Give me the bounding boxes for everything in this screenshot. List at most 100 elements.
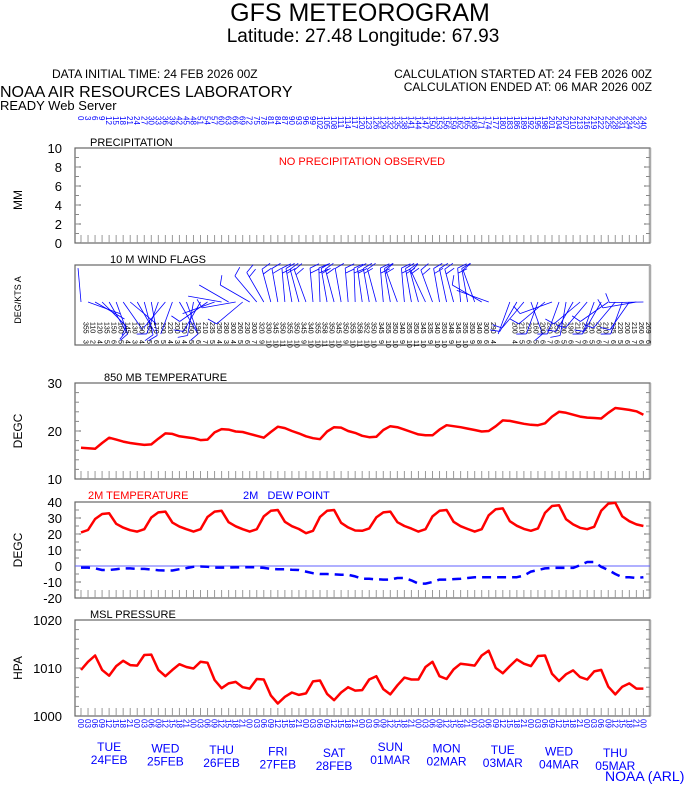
wind-speed-label: 9 (377, 340, 384, 344)
forecast-hour-label: 90 (287, 116, 296, 125)
utc-hour-label: 03 (83, 719, 92, 728)
utc-hour-label: 18 (118, 719, 127, 728)
wind-barb-feather (271, 263, 281, 269)
wind-direction-label: 235 (609, 322, 616, 334)
forecast-hour-label: 114 (343, 116, 352, 129)
utc-hour-label: 18 (568, 719, 577, 728)
day-name-label: MON (433, 742, 461, 756)
forecast-hour-label: 78 (259, 116, 268, 125)
wind-speed-label: 10 (454, 340, 461, 348)
utc-hour-label: 12 (273, 719, 282, 728)
t2m-legend: 2M TEMPERATURE (88, 490, 188, 502)
wind-speed-label: 10 (292, 340, 299, 348)
wind-direction-label: 340 (306, 322, 313, 334)
wind-speed-label: 10 (328, 340, 335, 348)
forecast-hour-label: 54 (203, 116, 212, 125)
wind-direction-label: 190 (567, 322, 574, 334)
forecast-hour-label: 27 (139, 116, 148, 125)
wind-speed-label: 6 (482, 340, 489, 344)
wind-barb-feather (384, 263, 394, 269)
utc-hour-label: 15 (449, 719, 458, 728)
utc-hour-label: 12 (160, 719, 169, 728)
utc-hour-label: 18 (512, 719, 521, 728)
forecast-hour-label: 0 (76, 116, 85, 121)
precip-annotation: NO PRECIPITATION OBSERVED (279, 156, 445, 168)
utc-hour-label: 09 (266, 719, 275, 728)
wind-direction-label: 355 (313, 322, 320, 334)
forecast-hour-label: 219 (589, 116, 598, 130)
wind-barb-feather (285, 263, 295, 269)
wind-barb (433, 268, 440, 303)
utc-hour-label: 03 (477, 719, 486, 728)
wind-barb (555, 301, 574, 332)
wind-direction-label: 190 (194, 322, 201, 334)
utc-hour-label: 12 (442, 719, 451, 728)
forecast-hour-label: 144 (413, 116, 422, 130)
wind-speed-label: 4 (510, 340, 517, 344)
utc-hour-label: 09 (603, 719, 612, 728)
wind-speed-label: 10 (335, 340, 342, 348)
wind-speed-label: 4 (215, 340, 222, 344)
utc-hour-label: 15 (561, 719, 570, 728)
forecast-hour-label: 24 (132, 116, 141, 125)
wind-speed-label: 10 (384, 340, 391, 348)
wind-speed-label: 7 (574, 340, 581, 344)
date-label: 26FEB (203, 756, 240, 770)
wind-barb-feather (583, 324, 594, 329)
utc-hour-label: 12 (385, 719, 394, 728)
wind-direction-label: 200 (623, 322, 630, 334)
wind-speed-label: 3 (173, 340, 180, 344)
forecast-hour-label: 192 (526, 116, 535, 130)
wind-barb-feather (363, 263, 373, 269)
forecast-hour-label: 120 (357, 116, 366, 130)
utc-hour-label: 06 (540, 719, 549, 728)
utc-hour-label: 21 (181, 719, 190, 728)
wind-speed-label: 6 (110, 340, 117, 344)
utc-hour-label: 18 (399, 719, 408, 728)
utc-hour-label: 15 (617, 719, 626, 728)
wind-speed-label: 10 (285, 340, 292, 348)
wind-speed-label: 10 (433, 340, 440, 348)
wind-speed-label: 4 (138, 340, 145, 344)
y-tick-label: 10 (48, 141, 62, 156)
forecast-hour-label: 99 (308, 116, 317, 125)
utc-hour-label: 00 (526, 719, 535, 728)
wind-barb-feather (513, 305, 521, 314)
date-label: 24FEB (91, 753, 128, 767)
wind-direction-label: 160 (531, 322, 538, 334)
wind-speed-label: 4 (96, 340, 103, 344)
utc-hour-label: 06 (203, 719, 212, 728)
wind-barb (188, 295, 222, 303)
wind-direction-label: 345 (335, 322, 342, 334)
calc-ended: CALCULATION ENDED AT: 06 MAR 2026 00Z (404, 80, 652, 94)
wind-speed-label: 6 (637, 340, 644, 344)
utc-hour-label: 15 (111, 719, 120, 728)
wind-barb-feather (433, 263, 443, 269)
wind-speed-label: 5 (616, 340, 623, 344)
forecast-hour-label: 213 (575, 116, 584, 130)
forecast-hour-label: 18 (118, 116, 127, 125)
wind-barb-feather (234, 267, 241, 277)
y-tick-label: -10 (43, 575, 62, 590)
forecast-hour-label: 33 (153, 116, 162, 125)
wind-barb-feather (309, 263, 320, 269)
wind-barb (77, 268, 82, 303)
forecast-hour-label: 240 (638, 116, 647, 130)
wind-barb (405, 268, 412, 303)
utc-hour-label: 03 (252, 719, 261, 728)
wind-speed-label: 7 (250, 340, 257, 344)
y-tick-label: 0 (55, 559, 62, 574)
wind-direction-label: 320 (257, 322, 264, 334)
wind-barb (281, 268, 286, 303)
wind-barb-feather (286, 267, 296, 274)
utc-hour-label: 09 (378, 719, 387, 728)
wind-barb (143, 301, 166, 329)
wind-barb-feather (207, 318, 217, 325)
y-tick-label: 1020 (33, 613, 62, 628)
wind-barb (353, 268, 356, 303)
wind-direction-label: 200 (595, 322, 602, 334)
wind-barb-feather (148, 335, 158, 341)
wind-direction-label: 350 (292, 322, 299, 334)
wind-direction-label: 260 (236, 322, 243, 334)
wind-barb-feather (357, 268, 368, 274)
